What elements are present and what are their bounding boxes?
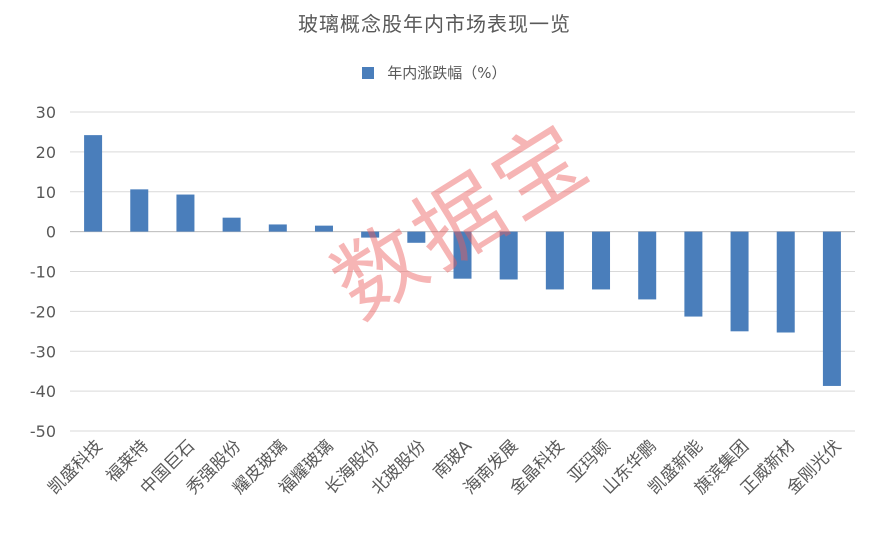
bar xyxy=(361,231,380,238)
bar xyxy=(407,231,426,243)
bar xyxy=(499,231,518,280)
bar xyxy=(84,135,103,232)
y-tick-label: 10 xyxy=(36,183,56,202)
y-tick-label: -50 xyxy=(30,422,56,441)
bar xyxy=(776,231,795,333)
bar xyxy=(176,194,195,232)
bar xyxy=(592,231,611,290)
bar xyxy=(730,231,749,332)
bar xyxy=(268,224,287,232)
bar xyxy=(453,231,472,279)
bar xyxy=(130,189,149,232)
bar xyxy=(222,217,241,232)
bar xyxy=(822,231,841,386)
bar xyxy=(638,231,657,300)
chart-title: 玻璃概念股年内市场表现一览 xyxy=(298,12,571,36)
legend: 年内涨跌幅（%） xyxy=(0,62,869,83)
bar xyxy=(314,225,333,232)
y-tick-label: 20 xyxy=(36,143,56,162)
y-tick-label: -40 xyxy=(30,382,56,401)
y-tick-label: -20 xyxy=(30,302,56,321)
bar xyxy=(545,231,564,290)
y-tick-label: -30 xyxy=(30,342,56,361)
legend-label: 年内涨跌幅（%） xyxy=(387,64,507,82)
y-tick-label: 30 xyxy=(36,103,56,122)
bar xyxy=(684,231,703,317)
y-tick-label: -10 xyxy=(30,263,56,282)
x-tick-label: 凯盛科技 xyxy=(44,436,106,498)
legend-swatch xyxy=(362,67,375,79)
y-tick-label: 0 xyxy=(46,223,56,242)
